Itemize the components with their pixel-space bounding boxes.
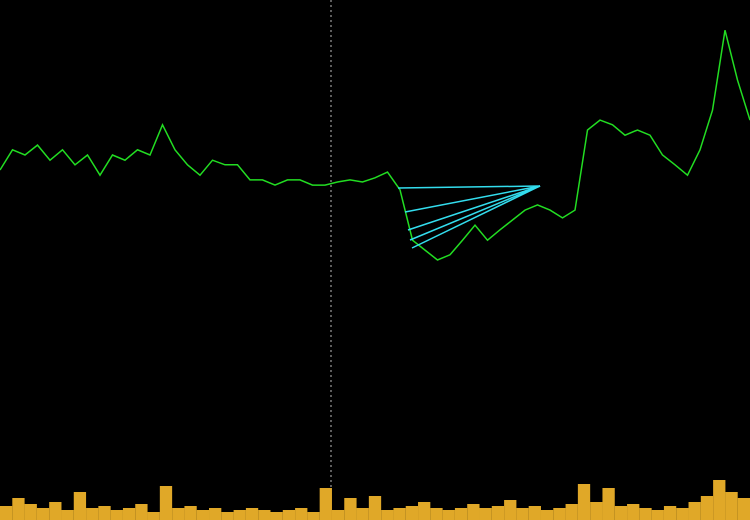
volume-bar [553, 508, 566, 520]
volume-bar [270, 512, 283, 520]
volume-bar [122, 508, 136, 520]
volume-bar [418, 502, 431, 520]
price-panel [0, 30, 750, 261]
volume-bar [528, 506, 541, 520]
volume-bar [12, 498, 25, 520]
volume-bar [602, 488, 615, 520]
volume-bar [24, 504, 37, 520]
volume-bar [713, 480, 726, 520]
volume-bar [639, 508, 652, 520]
volume-bar [356, 508, 369, 520]
volume-bar [282, 510, 296, 520]
fan-line[interactable] [404, 185, 541, 213]
volume-bar [73, 492, 87, 520]
volume-bar [491, 506, 505, 520]
volume-bar [516, 508, 529, 520]
volume-bar [590, 502, 603, 520]
volume-bar [405, 506, 419, 520]
volume-bar [147, 512, 160, 520]
volume-bar [36, 508, 50, 520]
volume-bar [381, 510, 394, 520]
volume-bar [651, 510, 664, 520]
volume-bar [135, 504, 148, 520]
volume-bar [627, 504, 640, 520]
volume-bar [368, 496, 382, 520]
volume-bar [245, 508, 259, 520]
volume-bar [725, 492, 738, 520]
volume-bar [393, 508, 406, 520]
volume-bar [258, 510, 271, 520]
volume-bar [221, 512, 234, 520]
volume-bar [504, 500, 517, 520]
volume-bar [307, 512, 320, 520]
volume-bar [565, 504, 578, 520]
volume-bar [209, 508, 222, 520]
volume-bar [467, 504, 480, 520]
volume-bar [442, 510, 455, 520]
volume-bar [700, 496, 714, 520]
volume-bar [688, 502, 701, 520]
volume-bar [676, 508, 689, 520]
volume-bar [98, 506, 111, 520]
volume-bar [110, 510, 123, 520]
volume-bar [577, 484, 591, 520]
volume-bar [86, 508, 99, 520]
volume-bar [540, 510, 554, 520]
volume-bar [430, 508, 443, 520]
volume-bar [614, 506, 628, 520]
volume-bar [319, 488, 332, 520]
volume-bar [331, 510, 345, 520]
volume-bar [454, 508, 468, 520]
volume-bar [172, 508, 185, 520]
volume-bar [737, 498, 750, 520]
fan-lines[interactable] [397, 185, 541, 249]
fan-line[interactable] [411, 185, 541, 249]
volume-bar [344, 498, 357, 520]
volume-bar [61, 510, 74, 520]
volume-bar [233, 510, 246, 520]
volume-bar [49, 502, 62, 520]
fan-line[interactable] [407, 185, 541, 231]
fan-line[interactable] [397, 185, 541, 189]
volume-bar [196, 510, 210, 520]
volume-panel [0, 480, 750, 520]
volume-bar [159, 486, 173, 520]
price-line [0, 30, 750, 261]
volume-bar [295, 508, 308, 520]
volume-bar [663, 506, 677, 520]
volume-bar [0, 506, 13, 520]
volume-bar [184, 506, 197, 520]
fan-line[interactable] [409, 185, 541, 241]
volume-bar [479, 508, 492, 520]
